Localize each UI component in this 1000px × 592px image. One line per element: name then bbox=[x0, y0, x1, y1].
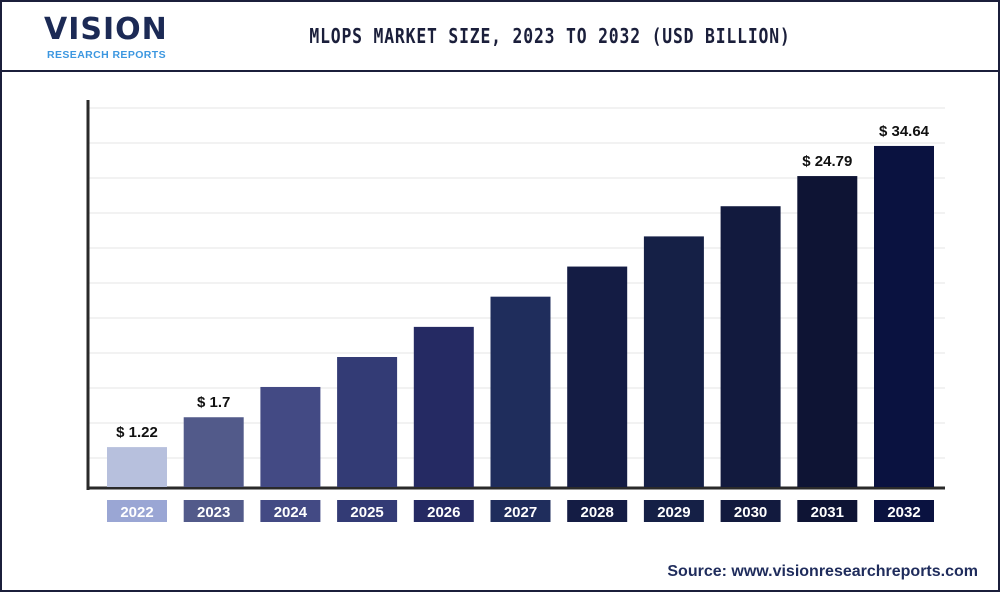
x-tick-box bbox=[874, 500, 934, 522]
bar-2026 bbox=[413, 326, 474, 487]
data-label: $ 1.7 bbox=[197, 394, 230, 411]
logo-text: VISION bbox=[44, 12, 168, 47]
x-tick-label: 2031 bbox=[811, 504, 844, 521]
data-label: $ 34.64 bbox=[879, 123, 930, 140]
header: VISION RESEARCH REPORTS MLOPS MARKET SIZ… bbox=[0, 0, 1000, 72]
x-tick-box bbox=[643, 500, 704, 522]
source-text: Source: www.visionresearchreports.com bbox=[667, 563, 978, 580]
x-tick-box bbox=[183, 500, 244, 522]
x-tick-box bbox=[107, 500, 167, 522]
x-tick-box bbox=[260, 500, 321, 522]
x-tick-label: 2025 bbox=[350, 504, 383, 521]
x-tick-label: 2023 bbox=[197, 504, 230, 521]
x-tick-box bbox=[413, 500, 474, 522]
bar-2024 bbox=[260, 386, 321, 487]
x-tick-box bbox=[720, 500, 781, 522]
bar-2031 bbox=[797, 176, 858, 487]
x-tick-box bbox=[797, 500, 858, 522]
vision-logo: VISION RESEARCH REPORTS bbox=[44, 10, 167, 61]
x-tick-label: 2032 bbox=[887, 504, 920, 521]
x-tick-label: 2024 bbox=[274, 504, 308, 521]
bar-2032 bbox=[874, 145, 934, 487]
x-tick-box bbox=[337, 500, 398, 522]
bar-2022 bbox=[107, 447, 167, 487]
x-tick-label: 2027 bbox=[504, 504, 537, 521]
bar-2030 bbox=[720, 206, 781, 487]
x-tick-box bbox=[567, 500, 628, 522]
x-tick-box bbox=[490, 500, 551, 522]
x-tick-label: 2022 bbox=[120, 504, 153, 521]
x-tick-label: 2026 bbox=[427, 504, 460, 521]
chart-title: MLOPS MARKET SIZE, 2023 TO 2032 (USD BIL… bbox=[309, 24, 791, 48]
x-tick-label: 2030 bbox=[734, 504, 767, 521]
bar-2025 bbox=[337, 357, 398, 487]
data-label: $ 24.79 bbox=[802, 153, 852, 170]
bar-2029 bbox=[643, 236, 704, 487]
x-tick-label: 2029 bbox=[657, 504, 690, 521]
bar-2027 bbox=[490, 296, 551, 487]
data-label: $ 1.22 bbox=[116, 424, 158, 441]
bar-2028 bbox=[567, 266, 628, 487]
bar-2023 bbox=[183, 417, 244, 487]
x-tick-label: 2028 bbox=[581, 504, 614, 521]
logo-subtext: RESEARCH REPORTS bbox=[47, 49, 166, 61]
